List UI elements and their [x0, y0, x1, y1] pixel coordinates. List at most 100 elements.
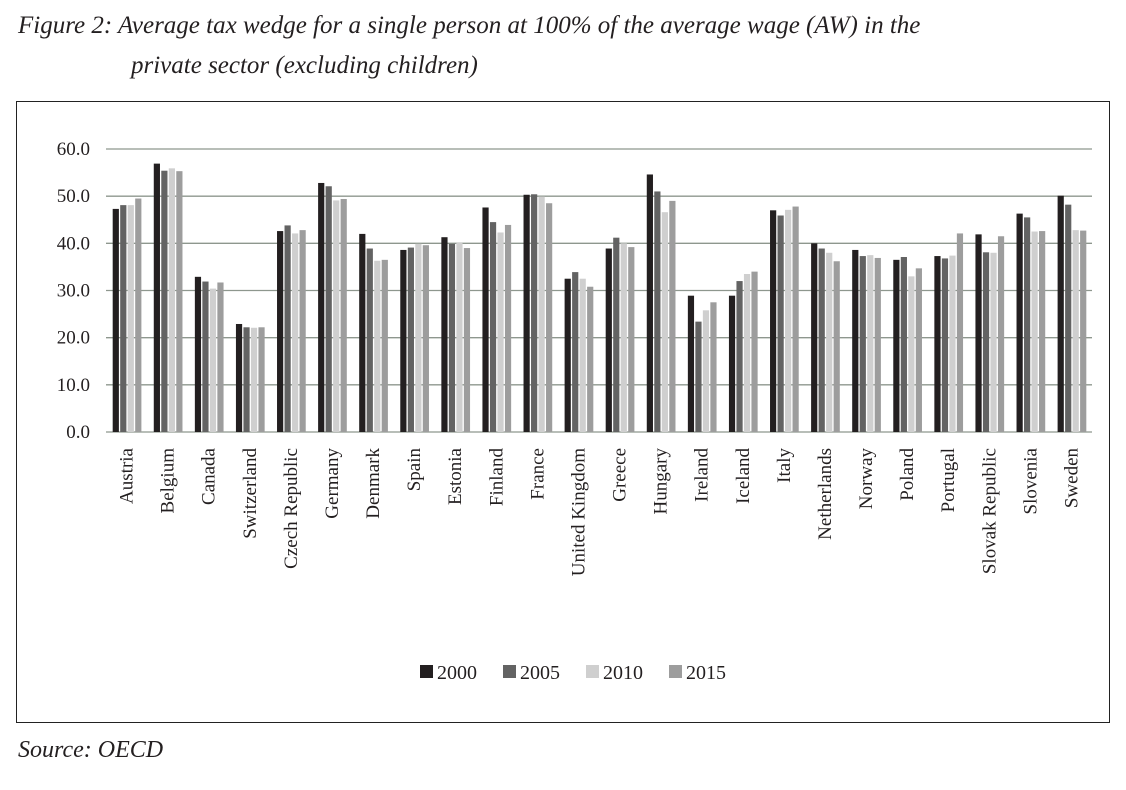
bar-2010-canada	[209, 288, 217, 432]
bar-2010-slovenia	[1031, 231, 1038, 432]
bar-2015-netherlands	[833, 261, 840, 432]
bar-2015-canada	[217, 282, 224, 432]
bar-2015-hungary	[669, 200, 676, 432]
bar-2015-czech-republic	[299, 230, 306, 432]
bar-2005-netherlands	[818, 248, 825, 432]
bar-2005-hungary	[654, 191, 661, 432]
bar-2000-belgium	[153, 163, 160, 432]
bar-2000-estonia	[441, 237, 448, 432]
bar-2005-sweden	[1065, 204, 1072, 432]
legend-swatch-2015	[669, 665, 682, 678]
bar-2015-united-kingdom	[587, 286, 594, 432]
bar-2005-canada	[202, 281, 209, 432]
x-axis-labels: Austria Belgium Canada Switzerland Czech Rep…	[117, 447, 1083, 576]
y-tick-label: 30.0	[57, 281, 90, 302]
y-tick-label: 20.0	[57, 328, 90, 349]
bar-2000-netherlands	[811, 243, 818, 432]
bar-2005-finland	[489, 222, 497, 432]
bar-2015-portugal	[956, 233, 964, 432]
y-tick-label: 50.0	[57, 186, 90, 207]
bar-2005-iceland	[736, 281, 743, 432]
y-tick-label: 0.0	[66, 422, 90, 443]
bar-2015-france	[546, 203, 553, 432]
bar-2000-ireland	[687, 295, 695, 432]
bar-2015-italy	[792, 206, 799, 432]
bar-2000-czech-republic	[277, 231, 284, 432]
x-tick-label: United Kingdom	[568, 448, 589, 576]
legend: 2000 2005 2010 2015	[420, 662, 726, 684]
legend-label-2015: 2015	[686, 662, 726, 684]
bar-2010-switzerland	[250, 327, 258, 432]
bar-2000-denmark	[359, 233, 366, 432]
legend-label-2005: 2005	[520, 662, 560, 684]
figure-caption: Figure 2: Average tax wedge for a single…	[18, 6, 1118, 86]
bar-2010-portugal	[949, 255, 956, 432]
legend-swatch-2005	[503, 665, 516, 678]
bar-2010-finland	[497, 232, 504, 432]
x-tick-label: France	[527, 448, 548, 500]
bar-2010-denmark	[374, 260, 381, 432]
bars	[112, 163, 1087, 433]
bar-2010-slovak-republic	[990, 252, 997, 432]
bar-2000-iceland	[728, 295, 736, 432]
x-tick-label: Switzerland	[240, 448, 261, 539]
bar-2015-germany	[340, 198, 347, 432]
x-tick-label: Portugal	[938, 448, 959, 512]
x-tick-label: Canada	[199, 447, 220, 505]
bar-2015-ireland	[710, 302, 717, 432]
bar-2010-austria	[127, 205, 134, 432]
y-axis-ticks: 0.0 10.0 20.0 30.0 40.0 50.0 60.0	[57, 139, 90, 443]
bar-2005-united-kingdom	[572, 272, 579, 432]
x-tick-label: Ireland	[692, 448, 713, 502]
bar-2010-belgium	[168, 168, 175, 433]
x-tick-label: Iceland	[733, 448, 754, 504]
bar-2010-greece	[620, 243, 627, 432]
bar-2000-france	[523, 194, 530, 432]
x-tick-label: Denmark	[363, 448, 384, 519]
bar-2005-austria	[120, 205, 127, 432]
bar-2005-greece	[613, 237, 620, 432]
y-tick-label: 40.0	[57, 233, 90, 254]
x-tick-label: Czech Republic	[281, 448, 302, 569]
bar-2000-sweden	[1057, 195, 1064, 432]
bar-2010-italy	[785, 209, 792, 432]
bar-2010-united-kingdom	[579, 278, 586, 432]
bar-2005-france	[531, 194, 538, 432]
bar-2010-hungary	[661, 212, 668, 432]
bar-2005-denmark	[366, 248, 373, 432]
legend-swatch-2010	[586, 665, 599, 678]
bar-2015-slovak-republic	[997, 236, 1005, 432]
source-note: Source: OECD	[18, 737, 164, 763]
bar-2015-denmark	[381, 259, 388, 432]
bar-2005-czech-republic	[284, 225, 291, 432]
bar-2010-ireland	[702, 310, 710, 432]
caption-line-1: Figure 2: Average tax wedge for a single…	[18, 12, 921, 39]
bar-2010-germany	[333, 200, 340, 432]
bar-2000-portugal	[934, 256, 941, 432]
legend-label-2000: 2000	[437, 662, 477, 684]
bar-2005-italy	[777, 215, 784, 432]
x-tick-label: Sweden	[1061, 448, 1082, 509]
x-tick-label: Germany	[322, 448, 343, 519]
x-tick-label: Estonia	[445, 447, 466, 505]
x-tick-label: Hungary	[651, 448, 672, 515]
x-tick-label: Slovenia	[1020, 447, 1041, 514]
bar-2015-greece	[628, 247, 635, 432]
bar-2005-poland	[900, 257, 907, 432]
bar-2015-finland	[504, 224, 512, 432]
bar-2015-sweden	[1080, 230, 1087, 432]
bar-2015-austria	[135, 198, 142, 432]
bar-2000-italy	[770, 210, 777, 432]
bar-2010-spain	[415, 243, 422, 432]
bar-2000-slovenia	[1016, 213, 1023, 432]
legend-label-2010: 2010	[603, 662, 643, 684]
bar-2015-iceland	[751, 271, 758, 432]
bar-2010-iceland	[743, 273, 751, 432]
bar-2005-estonia	[448, 243, 456, 432]
x-tick-label: Norway	[856, 448, 877, 510]
bar-2000-spain	[400, 249, 407, 432]
bar-2015-switzerland	[258, 327, 265, 432]
bar-2015-spain	[422, 245, 429, 432]
gridlines	[106, 148, 1092, 433]
